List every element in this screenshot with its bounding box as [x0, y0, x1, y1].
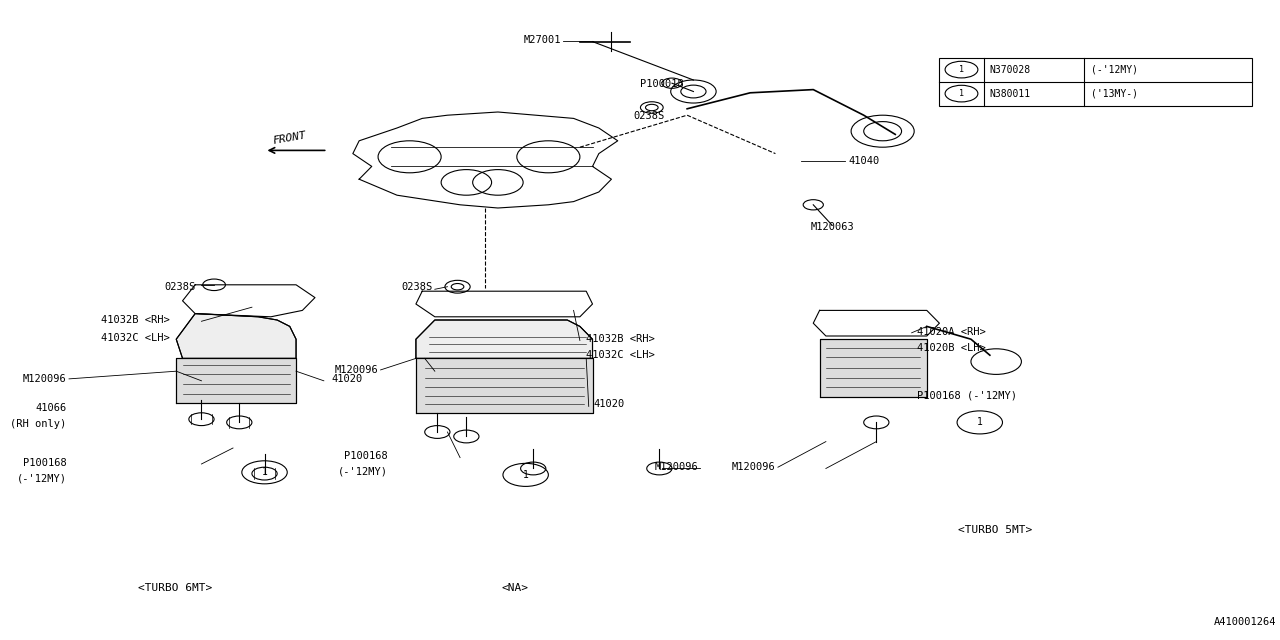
Polygon shape: [416, 320, 593, 358]
Text: FRONT: FRONT: [273, 131, 307, 146]
Text: M120096: M120096: [334, 365, 378, 375]
Text: M120096: M120096: [732, 462, 776, 472]
Text: (-'12MY): (-'12MY): [338, 467, 388, 477]
Text: 41020: 41020: [594, 399, 625, 410]
Text: P100168: P100168: [344, 451, 388, 461]
Text: N370028: N370028: [989, 65, 1030, 75]
Text: A410001264: A410001264: [1213, 617, 1276, 627]
Polygon shape: [177, 358, 296, 403]
Text: M120063: M120063: [810, 222, 855, 232]
Polygon shape: [177, 314, 296, 358]
Text: 1: 1: [977, 417, 983, 428]
Text: 0238S: 0238S: [401, 282, 433, 292]
Text: P100168 (-'12MY): P100168 (-'12MY): [916, 390, 1016, 401]
Text: (-'12MY): (-'12MY): [1091, 65, 1138, 75]
Text: 41020A <RH>: 41020A <RH>: [916, 326, 986, 337]
Text: 1: 1: [959, 89, 964, 98]
Text: 41040: 41040: [849, 156, 879, 166]
Text: 0238S: 0238S: [632, 111, 664, 122]
Text: 1: 1: [261, 467, 268, 477]
Text: 41032B <RH>: 41032B <RH>: [586, 334, 655, 344]
Polygon shape: [819, 339, 927, 397]
Bar: [940, 58, 1252, 106]
Text: (RH only): (RH only): [10, 419, 67, 429]
Text: P100168: P100168: [23, 458, 67, 468]
Text: N380011: N380011: [989, 88, 1030, 99]
Text: 41032C <LH>: 41032C <LH>: [101, 333, 169, 343]
Text: (-'12MY): (-'12MY): [17, 474, 67, 484]
Text: 41032B <RH>: 41032B <RH>: [101, 315, 169, 325]
Text: M120096: M120096: [23, 374, 67, 384]
Text: 41032C <LH>: 41032C <LH>: [586, 350, 655, 360]
Text: <TURBO 5MT>: <TURBO 5MT>: [959, 525, 1033, 535]
Text: <TURBO 6MT>: <TURBO 6MT>: [138, 582, 212, 593]
Text: ('13MY-): ('13MY-): [1091, 88, 1138, 99]
Text: 41020: 41020: [332, 374, 362, 384]
Polygon shape: [416, 358, 593, 413]
Text: 41066: 41066: [36, 403, 67, 413]
Text: 1: 1: [959, 65, 964, 74]
Text: <NA>: <NA>: [502, 582, 529, 593]
Text: P100018: P100018: [640, 79, 685, 90]
Text: 41020B <LH>: 41020B <LH>: [916, 342, 986, 353]
Text: 0238S: 0238S: [164, 282, 195, 292]
Text: M27001: M27001: [524, 35, 561, 45]
Text: 1: 1: [522, 470, 529, 480]
Text: M120096: M120096: [654, 462, 698, 472]
